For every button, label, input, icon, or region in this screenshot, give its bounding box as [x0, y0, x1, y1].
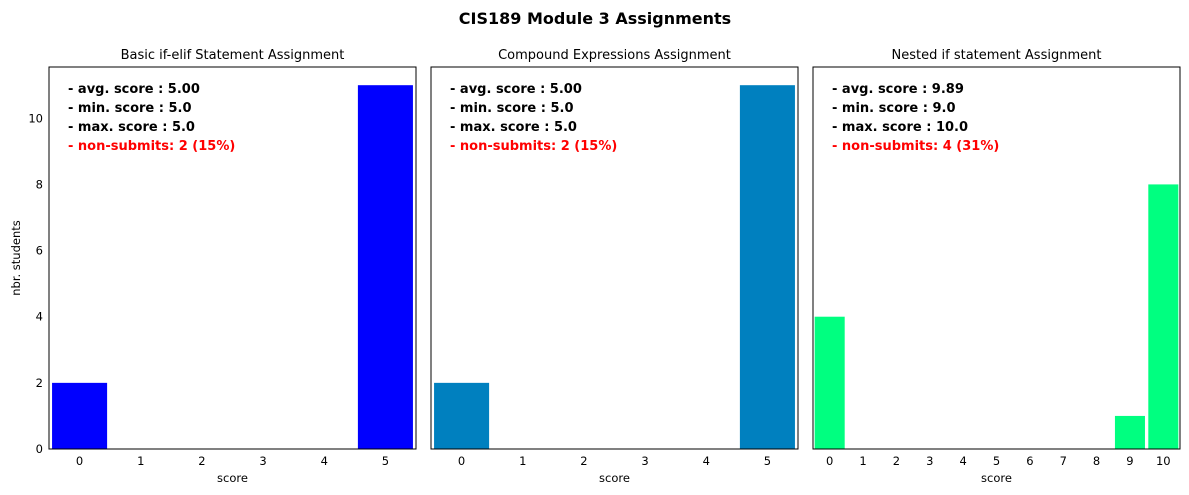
x-tick-label: 0 — [458, 454, 465, 468]
stat-line: - min. score : 9.0 — [832, 101, 956, 116]
stat-line: - max. score : 5.0 — [450, 120, 577, 135]
plot-frame — [48, 66, 417, 450]
stat-line: - max. score : 10.0 — [832, 120, 968, 135]
stat-line: - max. score : 5.0 — [68, 120, 195, 135]
stat-line: - avg. score : 5.00 — [450, 82, 582, 97]
y-tick-label: 2 — [36, 376, 43, 390]
x-tick-label: 0 — [76, 454, 83, 468]
x-tick-label: 6 — [1026, 454, 1033, 468]
bar-9 — [1114, 415, 1145, 449]
non-submits-line: - non-submits: 2 (15%) — [68, 139, 235, 154]
panel-3: Nested if statement Assignment 0 1 2 3 4 5 6 7 8 9… — [812, 48, 1181, 485]
stat-line: - min. score : 5.0 — [450, 101, 574, 116]
x-tick-label: 1 — [859, 454, 866, 468]
x-tick-label: 1 — [137, 454, 144, 468]
y-axis-label: nbr. students — [9, 220, 23, 296]
panel-title: Nested if statement Assignment — [892, 48, 1102, 63]
bar-10 — [1148, 184, 1179, 449]
x-tick-label: 5 — [382, 454, 389, 468]
x-tick-label: 2 — [198, 454, 205, 468]
x-tick-label: 4 — [703, 454, 710, 468]
x-tick-label: 8 — [1093, 454, 1100, 468]
bar-0 — [814, 316, 845, 449]
y-tick-label: 0 — [36, 442, 43, 456]
x-tick-label: 7 — [1060, 454, 1067, 468]
x-axis-label: score — [981, 471, 1012, 485]
stat-line: - avg. score : 9.89 — [832, 82, 964, 97]
x-tick-label: 2 — [893, 454, 900, 468]
x-tick-label: 5 — [764, 454, 771, 468]
y-tick-label: 8 — [36, 177, 43, 191]
panel-2: Compound Expressions Assignment 0 1 2 3 4 5 sco… — [430, 48, 799, 485]
x-tick-label: 5 — [993, 454, 1000, 468]
plot-frame — [812, 66, 1181, 450]
plot-frame — [430, 66, 799, 450]
bar-5 — [357, 85, 413, 449]
stat-line: - avg. score : 5.00 — [68, 82, 200, 97]
x-tick-label: 10 — [1156, 454, 1171, 468]
panels: Basic if-elif Statement Assignment 0 1 2 3 4 5… — [28, 48, 1181, 485]
x-axis-label: score — [217, 471, 248, 485]
panel-title: Basic if-elif Statement Assignment — [121, 48, 345, 63]
x-tick-label: 4 — [959, 454, 966, 468]
x-tick-label: 4 — [321, 454, 328, 468]
y-tick-label: 4 — [36, 310, 43, 324]
figure-title: CIS189 Module 3 Assignments — [459, 9, 731, 28]
x-tick-label: 9 — [1126, 454, 1133, 468]
x-axis-label: score — [599, 471, 630, 485]
non-submits-line: - non-submits: 4 (31%) — [832, 139, 999, 154]
x-tick-label: 2 — [580, 454, 587, 468]
x-tick-label: 3 — [926, 454, 933, 468]
y-tick-label: 10 — [28, 111, 43, 125]
bar-5 — [739, 85, 795, 449]
panel-title: Compound Expressions Assignment — [498, 48, 731, 63]
x-tick-label: 0 — [826, 454, 833, 468]
panel-1: Basic if-elif Statement Assignment 0 1 2 3 4 5… — [28, 48, 417, 485]
non-submits-line: - non-submits: 2 (15%) — [450, 139, 617, 154]
x-tick-label: 1 — [519, 454, 526, 468]
bar-0 — [52, 382, 108, 449]
stat-line: - min. score : 5.0 — [68, 101, 192, 116]
bar-0 — [434, 382, 490, 449]
y-tick-label: 6 — [36, 244, 43, 258]
x-tick-label: 3 — [259, 454, 266, 468]
x-tick-label: 3 — [641, 454, 648, 468]
